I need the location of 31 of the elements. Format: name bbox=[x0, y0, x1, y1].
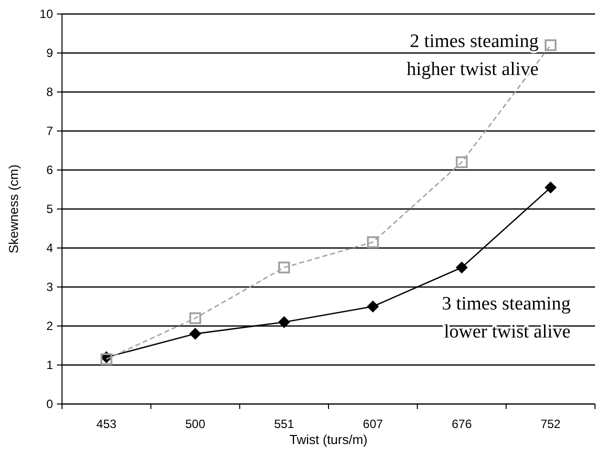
x-axis-title: Twist (turs/m) bbox=[290, 432, 368, 447]
y-tick-label: 6 bbox=[46, 163, 54, 178]
y-tick-label: 2 bbox=[46, 319, 54, 334]
point bbox=[456, 156, 468, 168]
y-tick-label: 9 bbox=[46, 46, 54, 60]
x-tick-label: 551 bbox=[274, 417, 294, 431]
y-tick-label: 8 bbox=[46, 85, 54, 100]
series-label: 3 times steaming lower twist alive bbox=[442, 294, 572, 343]
y-tick-label: 1 bbox=[46, 358, 54, 372]
point bbox=[189, 312, 202, 324]
y-tick-label: 5 bbox=[46, 202, 54, 216]
x-tick-label: 752 bbox=[540, 417, 561, 431]
point bbox=[367, 236, 379, 248]
x-tick-label: 676 bbox=[452, 417, 472, 431]
point bbox=[278, 316, 290, 328]
y-tick-label: 10 bbox=[40, 7, 54, 22]
y-axis-title: Skewness (cm) bbox=[6, 164, 21, 254]
y-tick-label: 4 bbox=[46, 241, 54, 256]
point bbox=[456, 262, 468, 274]
x-tick-label: 500 bbox=[185, 417, 206, 431]
x-tick-label: 453 bbox=[96, 417, 117, 431]
y-tick-label: 3 bbox=[46, 280, 54, 294]
point bbox=[544, 39, 556, 52]
point bbox=[544, 182, 557, 194]
y-tick-label: 0 bbox=[46, 397, 54, 412]
point bbox=[189, 328, 202, 340]
point bbox=[278, 262, 290, 274]
series-label: 2 times steaming higher twist alive bbox=[406, 31, 540, 80]
point bbox=[366, 300, 379, 312]
y-tick-label: 7 bbox=[46, 124, 54, 138]
x-tick-label: 607 bbox=[362, 417, 384, 431]
